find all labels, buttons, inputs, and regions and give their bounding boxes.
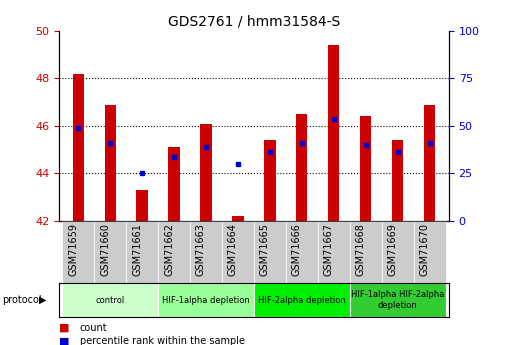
Bar — [94, 221, 126, 283]
Title: GDS2761 / hmm31584-S: GDS2761 / hmm31584-S — [168, 14, 340, 29]
Bar — [382, 221, 413, 283]
Bar — [254, 283, 350, 317]
Bar — [72, 74, 84, 221]
Text: ■: ■ — [59, 323, 69, 333]
Bar — [62, 283, 158, 317]
Bar — [190, 221, 222, 283]
Bar — [222, 221, 254, 283]
Bar — [360, 117, 371, 221]
Bar — [350, 283, 446, 317]
Text: HIF-1alpha depletion: HIF-1alpha depletion — [162, 296, 250, 305]
Text: GSM71668: GSM71668 — [356, 223, 366, 276]
Bar — [168, 147, 180, 221]
Text: ■: ■ — [59, 336, 69, 345]
Bar — [328, 45, 340, 221]
Bar — [158, 221, 190, 283]
Text: ▶: ▶ — [38, 295, 46, 305]
Bar — [286, 221, 318, 283]
Text: GSM71666: GSM71666 — [292, 223, 302, 276]
Text: percentile rank within the sample: percentile rank within the sample — [80, 336, 245, 345]
Bar — [318, 221, 350, 283]
Bar — [158, 283, 254, 317]
Bar — [392, 140, 403, 221]
Text: HIF-2alpha depletion: HIF-2alpha depletion — [258, 296, 346, 305]
Bar — [297, 114, 307, 221]
Bar — [413, 221, 446, 283]
Bar — [254, 221, 286, 283]
Bar — [350, 221, 382, 283]
Bar — [201, 124, 211, 221]
Bar — [232, 216, 244, 221]
Text: GSM71664: GSM71664 — [228, 223, 238, 276]
Text: HIF-1alpha HIF-2alpha
depletion: HIF-1alpha HIF-2alpha depletion — [351, 290, 444, 310]
Text: count: count — [80, 323, 107, 333]
Text: GSM71660: GSM71660 — [100, 223, 110, 276]
Bar — [105, 105, 116, 221]
Text: GSM71667: GSM71667 — [324, 223, 334, 276]
Bar — [424, 105, 436, 221]
Bar — [62, 221, 94, 283]
Text: GSM71661: GSM71661 — [132, 223, 142, 276]
Text: GSM71659: GSM71659 — [68, 223, 78, 276]
Bar — [264, 140, 275, 221]
Bar — [126, 221, 158, 283]
Text: GSM71665: GSM71665 — [260, 223, 270, 276]
Text: GSM71670: GSM71670 — [420, 223, 430, 276]
Text: protocol: protocol — [3, 295, 42, 305]
Text: GSM71662: GSM71662 — [164, 223, 174, 276]
Text: GSM71669: GSM71669 — [388, 223, 398, 276]
Bar — [136, 190, 148, 221]
Text: GSM71663: GSM71663 — [196, 223, 206, 276]
Text: control: control — [95, 296, 125, 305]
